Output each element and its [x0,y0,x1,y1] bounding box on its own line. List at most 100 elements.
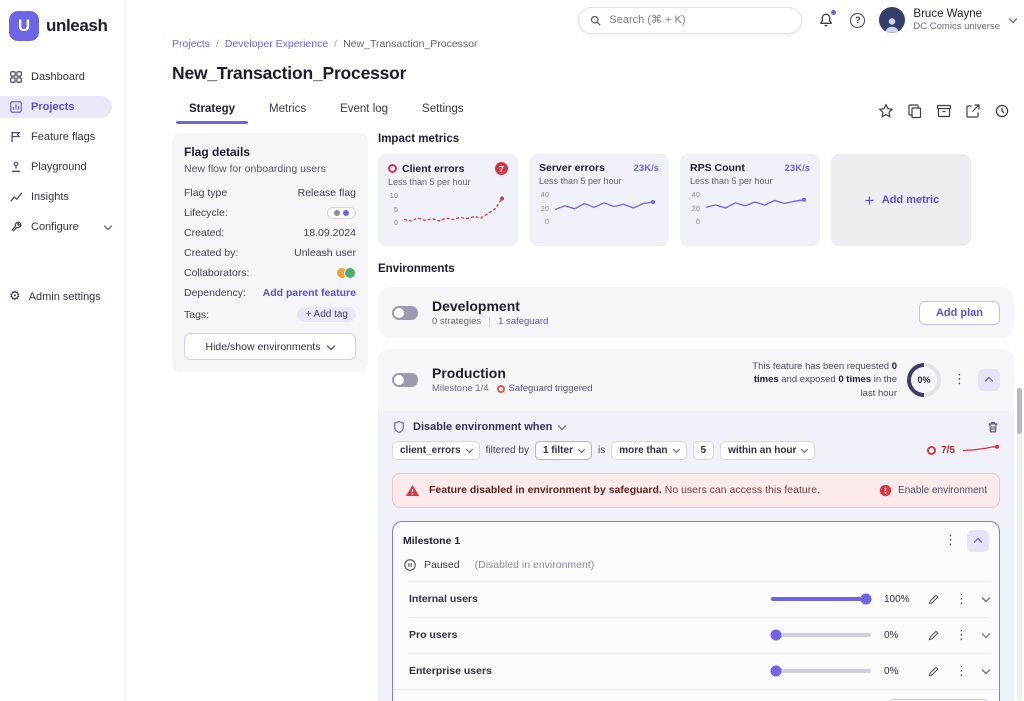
search-input[interactable] [609,14,792,26]
metric-card-rps-count[interactable]: RPS Count 23K/s Less than 5 per hour 40 … [680,154,820,246]
sidebar-item-playground[interactable]: Playground [0,156,125,178]
metric-subtitle: Less than 5 per hour [539,176,622,186]
operator-select-value: more than [619,444,668,456]
scrollbar-thumb[interactable] [1017,388,1022,434]
collaborators-label: Collaborators: [184,267,250,280]
sidebar-item-label: Playground [31,161,87,173]
edit-pencil-icon[interactable] [927,593,940,606]
sidebar: U unleash Dashboard Projects Feature fla… [0,0,126,701]
favorite-star-icon[interactable] [878,102,894,119]
milestone-status: Paused [424,558,460,571]
exposure-ring: 0% [907,362,941,397]
milestone-title: Milestone 1 [403,534,461,547]
sidebar-item-feature-flags[interactable]: Feature flags [0,126,125,148]
help-icon: ? [850,12,866,28]
add-metric-card[interactable]: Add metric [831,154,971,246]
hide-show-label: Hide/show environments [205,340,321,353]
add-plan-button[interactable]: Add plan [918,300,1000,325]
y-tick: 40 [691,190,700,199]
profile-menu[interactable]: Bruce Wayne DC Comics universe [879,7,1018,33]
safeguard-constraint-row: client_errors filtered by 1 filter is mo… [392,440,1000,460]
lifecycle-badge[interactable] [327,207,356,220]
page-title: New_Transaction_Processor [172,63,407,83]
metric-rate: 23K/s [784,162,810,174]
rollout-slider[interactable] [770,665,871,677]
strategies-count: 0 strategies [432,316,482,327]
safeguard-status: Safeguard triggered [496,383,593,394]
environment-card-development: Development 0 strategies 1 safeguard Add… [378,287,1014,338]
kebab-menu-icon[interactable]: ⋮ [955,663,968,679]
created-label: Created: [184,227,225,240]
export-icon[interactable] [965,103,981,119]
edit-pencil-icon[interactable] [927,665,940,678]
archive-icon[interactable] [936,103,952,119]
chevron-down-icon[interactable] [981,666,991,675]
chevron-down-icon [672,445,680,453]
window-select[interactable]: within an hour [720,440,816,460]
metric-select-value: client_errors [400,444,461,456]
chevron-down-icon[interactable] [981,594,991,603]
tab-strategy[interactable]: Strategy [172,97,252,124]
metric-select[interactable]: client_errors [392,440,480,460]
kebab-menu-icon[interactable]: ⋮ [953,372,966,388]
trash-icon[interactable] [986,420,1000,434]
add-tag-button[interactable]: + Add tag [297,307,356,323]
metric-card-client-errors[interactable]: Client errors 7 Less than 5 per hour 10 … [378,154,518,246]
add-metric-button[interactable]: Add metric [863,194,939,207]
tab-metrics[interactable]: Metrics [269,103,307,115]
history-icon[interactable] [994,103,1010,119]
sidebar-item-insights[interactable]: Insights [0,186,125,208]
y-tick: 0 [393,218,398,227]
development-toggle[interactable] [392,305,418,320]
alert-dot-icon [927,445,937,455]
chevron-down-icon [465,445,473,453]
operator-select[interactable]: more than [611,440,687,460]
collapse-production-button[interactable] [978,368,1000,391]
strategy-rows: Internal users 100% ⋮ [409,580,991,689]
breadcrumb-developer-experience[interactable]: Developer Experience [224,38,329,50]
help-button[interactable]: ? [850,12,866,28]
metric-card-server-errors[interactable]: Server errors 23K/s Less than 5 per hour… [529,154,669,246]
edit-pencil-icon[interactable] [927,629,940,642]
dependency-label: Dependency: [184,287,246,300]
enable-environment-button[interactable]: Enable environment [879,484,987,497]
hide-show-environments-button[interactable]: Hide/show environments [184,333,356,361]
production-toggle[interactable] [392,372,418,387]
kebab-menu-icon[interactable]: ⋮ [944,533,957,549]
add-parent-feature-link[interactable]: Add parent feature [262,287,356,300]
dependency-row: Dependency: Add parent feature [184,287,356,299]
strategy-name: Pro users [409,629,458,642]
copy-icon[interactable] [907,103,923,119]
breadcrumb-separator [216,38,219,50]
divider [489,316,491,327]
projects-icon [9,100,23,114]
rollout-slider[interactable] [771,593,872,605]
rollout-slider[interactable] [770,629,871,641]
unleash-logo[interactable]: U unleash [0,11,125,41]
tab-event-log[interactable]: Event log [340,103,389,115]
scrollbar[interactable] [1017,388,1022,701]
chevron-down-icon[interactable] [558,421,567,431]
sidebar-item-configure[interactable]: Configure [0,216,125,238]
filter-select[interactable]: 1 filter [534,440,592,460]
milestone-actions-row: Add milestone Add strategy [393,688,999,701]
kebab-menu-icon[interactable]: ⋮ [955,627,968,643]
breadcrumb-projects[interactable]: Projects [172,38,210,50]
collapse-milestone-button[interactable] [967,529,989,552]
lifecycle-row: Lifecycle: [184,207,356,220]
exposure-summary: This feature has been requested 0 times … [737,360,897,400]
sidebar-item-admin-settings[interactable]: ⚙ Admin settings [0,286,125,307]
kebab-menu-icon[interactable]: ⋮ [955,591,968,607]
enable-environment-label: Enable environment [898,484,987,496]
summary-text: in the last hour [860,374,897,399]
threshold-input[interactable]: 5 [692,440,715,460]
chevron-down-icon[interactable] [981,630,991,639]
metric-title: Server errors [539,162,605,174]
milestone-header: Milestone 1 ⋮ [393,522,999,556]
sidebar-item-projects[interactable]: Projects [0,96,112,118]
metric-status-icon [388,164,397,173]
sidebar-item-dashboard[interactable]: Dashboard [0,66,125,88]
notifications-button[interactable] [818,10,837,28]
current-vs-threshold: 7/5 [941,444,955,456]
tab-settings[interactable]: Settings [422,103,464,115]
